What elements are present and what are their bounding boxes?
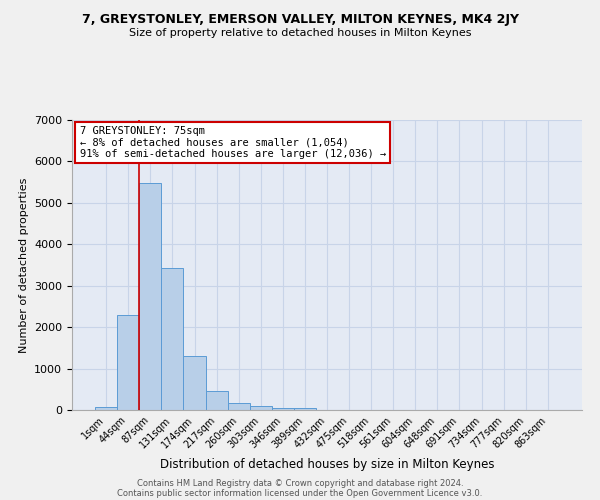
X-axis label: Distribution of detached houses by size in Milton Keynes: Distribution of detached houses by size …	[160, 458, 494, 471]
Text: Contains HM Land Registry data © Crown copyright and database right 2024.: Contains HM Land Registry data © Crown c…	[137, 478, 463, 488]
Bar	[184, 356, 206, 410]
Bar	[272, 408, 294, 410]
Bar	[227, 404, 250, 410]
Bar	[139, 184, 161, 410]
Bar	[161, 268, 184, 410]
Bar	[117, 315, 139, 410]
Text: 7, GREYSTONLEY, EMERSON VALLEY, MILTON KEYNES, MK4 2JY: 7, GREYSTONLEY, EMERSON VALLEY, MILTON K…	[82, 12, 518, 26]
Bar	[250, 406, 272, 410]
Bar	[294, 408, 316, 410]
Bar	[206, 391, 227, 410]
Text: Contains public sector information licensed under the Open Government Licence v3: Contains public sector information licen…	[118, 488, 482, 498]
Text: Size of property relative to detached houses in Milton Keynes: Size of property relative to detached ho…	[129, 28, 471, 38]
Y-axis label: Number of detached properties: Number of detached properties	[19, 178, 29, 352]
Bar	[95, 406, 117, 410]
Text: 7 GREYSTONLEY: 75sqm
← 8% of detached houses are smaller (1,054)
91% of semi-det: 7 GREYSTONLEY: 75sqm ← 8% of detached ho…	[80, 126, 386, 159]
